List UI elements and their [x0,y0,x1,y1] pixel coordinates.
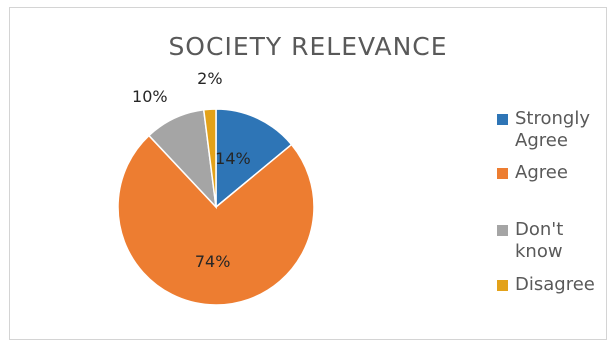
legend-item-dont-know: Don't know [497,219,609,263]
legend-item-disagree: Disagree [497,274,609,296]
legend-label-strongly-agree: Strongly Agree [515,108,590,151]
legend-item-agree: Agree [497,162,609,184]
pie-slice-disagree [202,108,217,208]
legend-swatch-disagree [497,280,508,291]
pie-slice-agree [117,134,315,306]
legend-label-disagree: Disagree [515,274,595,295]
legend-swatch-agree [497,168,508,179]
legend-swatch-strongly-agree [497,114,508,125]
data-label-dont-know: 10% [132,87,168,106]
legend-label-agree: Agree [515,162,568,183]
legend-label-dont-know: Don't know [515,219,564,262]
legend-item-strongly-agree: Strongly Agree [497,108,609,152]
pie-slice-strongly-agree [215,108,293,209]
data-label-agree: 74% [195,252,231,271]
data-label-strongly-agree: 14% [215,149,251,168]
data-label-disagree: 2% [197,69,222,88]
legend-swatch-dont-know [497,225,508,236]
chart-title: SOCIETY RELEVANCE [168,32,448,61]
